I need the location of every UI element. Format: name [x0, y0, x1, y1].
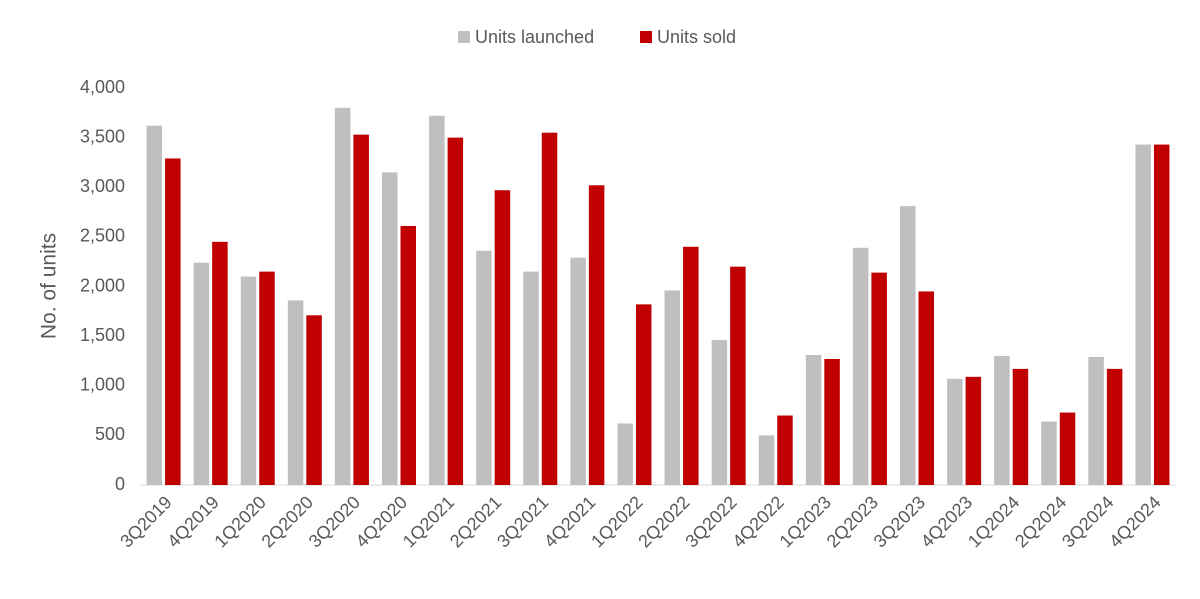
bar	[353, 134, 369, 485]
x-tick-label: 1Q2023	[776, 492, 835, 551]
x-tick-label: 1Q2020	[210, 492, 269, 551]
bar	[193, 262, 210, 485]
x-tick-label: 2Q2022	[634, 492, 693, 551]
bar	[730, 266, 746, 485]
bar	[1088, 356, 1104, 485]
bar	[588, 185, 605, 485]
legend-swatch	[640, 31, 652, 43]
x-tick-label: 4Q2022	[728, 492, 787, 551]
y-tick-label: 500	[95, 424, 125, 444]
bar	[758, 435, 775, 485]
bar	[146, 125, 163, 485]
bar	[334, 107, 351, 485]
bar	[259, 271, 275, 485]
x-tick-label: 3Q2021	[493, 492, 552, 551]
y-tick-label: 2,500	[80, 226, 125, 246]
x-tick-label: 2Q2020	[258, 492, 317, 551]
x-tick-label: 3Q2020	[305, 492, 364, 551]
x-tick-label: 1Q2024	[964, 492, 1023, 551]
bar	[1106, 368, 1123, 485]
y-axis-label: No. of units	[38, 233, 61, 339]
bar	[635, 304, 652, 485]
bar	[947, 378, 963, 485]
x-tick-label: 3Q2024	[1058, 492, 1117, 551]
bar	[805, 354, 822, 485]
bar	[212, 241, 228, 485]
x-tick-label: 1Q2022	[587, 492, 646, 551]
bar	[1135, 144, 1151, 485]
bar	[240, 276, 257, 485]
bar	[165, 158, 181, 485]
bar	[382, 172, 398, 486]
bar	[965, 376, 982, 485]
x-tick-label: 2Q2021	[446, 492, 505, 551]
bar	[570, 257, 586, 485]
bar	[287, 300, 304, 485]
bar	[447, 137, 464, 485]
x-tick-label: 1Q2021	[399, 492, 458, 551]
bar	[683, 246, 699, 485]
bar	[1153, 144, 1170, 485]
bar	[824, 358, 840, 485]
bar	[400, 225, 416, 485]
x-tick-label: 3Q2022	[681, 492, 740, 551]
bar	[918, 291, 934, 485]
y-tick-label: 1,500	[80, 325, 125, 345]
x-tick-label: 4Q2021	[540, 492, 599, 551]
y-tick-label: 1,000	[80, 375, 125, 395]
x-tick-label: 4Q2024	[1105, 492, 1164, 551]
bar	[777, 415, 793, 485]
legend-swatch	[458, 31, 470, 43]
bar	[852, 247, 869, 485]
x-tick-label: 4Q2020	[352, 492, 411, 551]
y-tick-label: 2,000	[80, 275, 125, 295]
y-tick-label: 3,000	[80, 176, 125, 196]
bar	[523, 271, 539, 485]
bar	[1012, 368, 1029, 485]
x-tick-label: 3Q2019	[116, 492, 175, 551]
x-tick-label: 4Q2023	[917, 492, 976, 551]
bar	[306, 315, 322, 485]
y-tick-label: 3,500	[80, 126, 125, 146]
x-tick-label: 2Q2024	[1011, 492, 1070, 551]
bar	[617, 423, 633, 485]
bar	[476, 250, 492, 485]
x-tick-label: 3Q2023	[870, 492, 929, 551]
y-tick-label: 0	[115, 474, 125, 494]
bar	[1059, 412, 1076, 485]
bar	[541, 132, 558, 485]
legend-label: Units launched	[475, 27, 594, 47]
bar	[994, 355, 1010, 485]
x-tick-label: 4Q2019	[163, 492, 222, 551]
bar	[900, 206, 916, 486]
x-tick-label: 2Q2023	[823, 492, 882, 551]
bar	[871, 272, 887, 485]
legend-label: Units sold	[657, 27, 736, 47]
bar	[494, 190, 511, 486]
y-tick-label: 4,000	[80, 77, 125, 97]
bar	[664, 290, 681, 485]
bar	[711, 340, 728, 485]
bar	[429, 115, 445, 485]
bar	[1041, 421, 1057, 485]
